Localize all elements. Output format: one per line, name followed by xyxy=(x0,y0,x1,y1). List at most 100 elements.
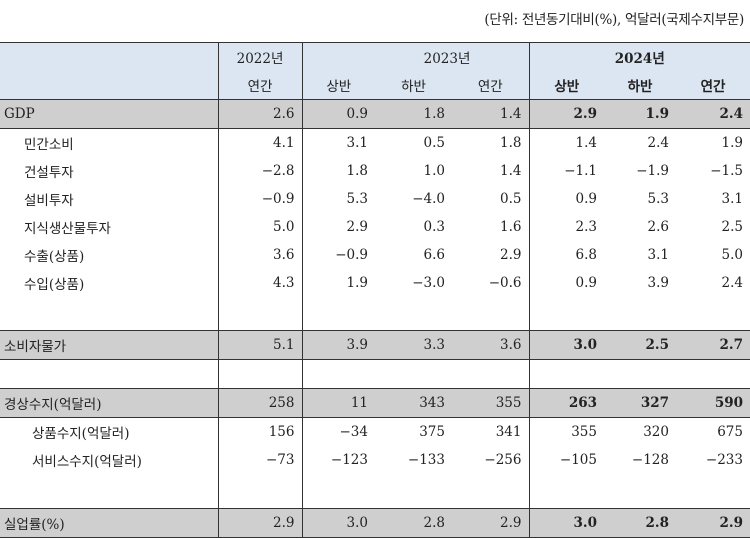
cell: −3.0 xyxy=(412,275,445,291)
cell: 4.3 xyxy=(217,269,302,297)
cell: 6.6 xyxy=(423,247,445,263)
cell: 1.4 xyxy=(500,163,522,179)
cell: 0.3 xyxy=(423,219,445,235)
row-label: 민간소비 xyxy=(24,137,74,153)
cell: 5.0 xyxy=(721,247,743,263)
cell: 3.0 xyxy=(528,508,604,538)
cell: 375 xyxy=(419,424,445,440)
header-2024-annual: 연간 xyxy=(676,71,750,100)
cell: 3.1 xyxy=(647,247,669,263)
cell: 6.8 xyxy=(528,241,604,269)
table-row-gdp: GDP 2.6 0.9 1.8 1.4 2.9 1.9 2.4 xyxy=(0,99,750,129)
row-label: 경상수지(억달러) xyxy=(0,388,218,418)
table-row-current-account: 경상수지(억달러) 258 11 343 355 263 327 590 xyxy=(0,388,750,418)
cell: 0.5 xyxy=(500,191,522,207)
cell: 3.0 xyxy=(301,508,375,538)
header-year-2023: 2023년 xyxy=(301,42,529,71)
cell: 2.9 xyxy=(217,508,302,538)
cell: 355 xyxy=(528,417,604,446)
cell: 5.3 xyxy=(301,185,375,213)
cell: 2.5 xyxy=(721,219,743,235)
row-label: 실업률(%) xyxy=(0,508,218,538)
header-year-2022: 2022년 xyxy=(217,42,302,71)
economic-outlook-table: 2022년 2023년 2024년 연간 상반 하반 연간 상반 하반 연간 G… xyxy=(0,42,750,538)
cell: −128 xyxy=(631,452,669,468)
cell: 590 xyxy=(676,388,750,418)
cell: 3.9 xyxy=(301,330,375,360)
cell: 2.8 xyxy=(604,508,676,538)
row-label: 상품수지(억달러) xyxy=(32,426,130,442)
cell: 2.9 xyxy=(301,213,375,241)
spacer-row xyxy=(0,297,750,331)
cell: 1.9 xyxy=(604,99,676,129)
cell: 1.4 xyxy=(528,128,604,157)
header-2024-h1: 상반 xyxy=(528,71,604,100)
header-2023-h2: 하반 xyxy=(375,71,452,100)
cell: 3.6 xyxy=(452,330,529,360)
cell: 1.8 xyxy=(375,99,452,129)
cell: 1.8 xyxy=(301,157,375,185)
cell: 343 xyxy=(375,388,452,418)
cell: −0.6 xyxy=(488,275,522,291)
cell: 3.1 xyxy=(301,128,375,157)
cell: 258 xyxy=(217,388,302,418)
cell: 2.9 xyxy=(500,247,522,263)
cell: −105 xyxy=(528,446,604,474)
cell: 5.1 xyxy=(217,330,302,360)
row-label: 소비자물가 xyxy=(0,330,218,360)
cell: 1.9 xyxy=(301,269,375,297)
table-row: 수입(상품) 4.3 1.9 −3.0 −0.6 0.9 3.9 2.4 xyxy=(0,269,750,297)
header-2023-annual: 연간 xyxy=(452,71,529,100)
cell: 341 xyxy=(495,424,522,440)
header-row-years: 2022년 2023년 2024년 xyxy=(0,42,750,71)
cell: 2.5 xyxy=(604,330,676,360)
table-row: 설비투자 −0.9 5.3 −4.0 0.5 0.9 5.3 3.1 xyxy=(0,185,750,213)
cell: −1.9 xyxy=(636,163,669,179)
header-2024-h2: 하반 xyxy=(604,71,676,100)
cell: 675 xyxy=(717,424,743,440)
cell: −73 xyxy=(217,446,302,474)
table-row: 지식생산물투자 5.0 2.9 0.3 1.6 2.3 2.6 2.5 xyxy=(0,213,750,241)
header-corner-2 xyxy=(0,71,218,100)
header-row-periods: 연간 상반 하반 연간 상반 하반 연간 xyxy=(0,71,750,100)
table-row: 수출(상품) 3.6 −0.9 6.6 2.9 6.8 3.1 5.0 xyxy=(0,241,750,269)
cell: −4.0 xyxy=(412,191,445,207)
cell: 2.4 xyxy=(647,135,669,151)
cell: 2.6 xyxy=(647,219,669,235)
cell: −123 xyxy=(301,446,375,474)
cell: 5.0 xyxy=(217,213,302,241)
cell: 2.4 xyxy=(676,99,750,129)
row-label: 설비투자 xyxy=(24,193,74,209)
cell: 2.9 xyxy=(528,99,604,129)
table-row: 건설투자 −2.8 1.8 1.0 1.4 −1.1 −1.9 −1.5 xyxy=(0,157,750,185)
spacer-row xyxy=(0,359,750,389)
cell: 11 xyxy=(301,388,375,418)
cell: 1.6 xyxy=(500,219,522,235)
cell: −2.8 xyxy=(217,157,302,185)
cell: 2.6 xyxy=(217,99,302,129)
cell: 4.1 xyxy=(217,128,302,157)
cell: 2.9 xyxy=(452,508,529,538)
table-row-unemployment: 실업률(%) 2.9 3.0 2.8 2.9 3.0 2.8 2.9 xyxy=(0,508,750,538)
cell: −0.9 xyxy=(301,241,375,269)
header-2023-h1: 상반 xyxy=(301,71,375,100)
cell: 2.3 xyxy=(528,213,604,241)
row-label: 수출(상품) xyxy=(24,249,85,265)
header-2022-annual: 연간 xyxy=(217,71,302,100)
cell: 320 xyxy=(643,424,669,440)
cell: 355 xyxy=(452,388,529,418)
cell: 1.4 xyxy=(452,99,529,129)
spacer-row xyxy=(0,474,750,509)
cell: −0.9 xyxy=(217,185,302,213)
row-label: 서비스수지(억달러) xyxy=(32,454,142,470)
cell: 0.9 xyxy=(528,185,604,213)
cell: 3.1 xyxy=(721,191,743,207)
cell: 1.9 xyxy=(721,135,743,151)
cell: 5.3 xyxy=(647,191,669,207)
cell: −1.5 xyxy=(710,163,743,179)
cell: 0.9 xyxy=(301,99,375,129)
cell: 0.9 xyxy=(528,269,604,297)
cell: −1.1 xyxy=(528,157,604,185)
cell: 3.0 xyxy=(528,330,604,360)
cell: 156 xyxy=(217,417,302,446)
